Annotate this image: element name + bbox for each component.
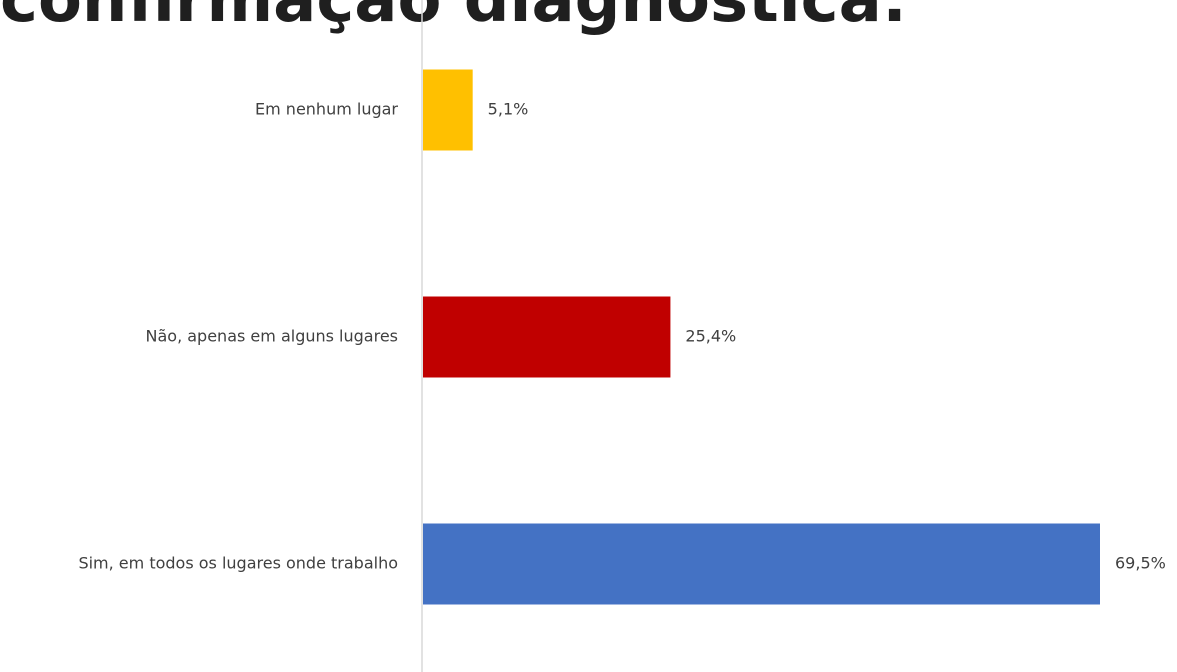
bar-1 [423, 69, 473, 151]
chart-title: confirmação diagnóstica: [0, 0, 908, 37]
bars-group: Em nenhum lugar 5,1% Não, apenas em alguns… [78, 69, 1166, 605]
data-label-1: 5,1% [488, 100, 529, 119]
bar-2 [423, 296, 671, 378]
data-label-2: 25,4% [685, 327, 736, 346]
data-label-3: 69,5% [1115, 554, 1166, 573]
category-label-1: Em nenhum lugar [255, 100, 398, 119]
bar-3 [423, 523, 1100, 605]
category-label-2: Não, apenas em alguns lugares [146, 327, 398, 346]
category-label-3: Sim, em todos os lugares onde trabalho [78, 554, 398, 573]
